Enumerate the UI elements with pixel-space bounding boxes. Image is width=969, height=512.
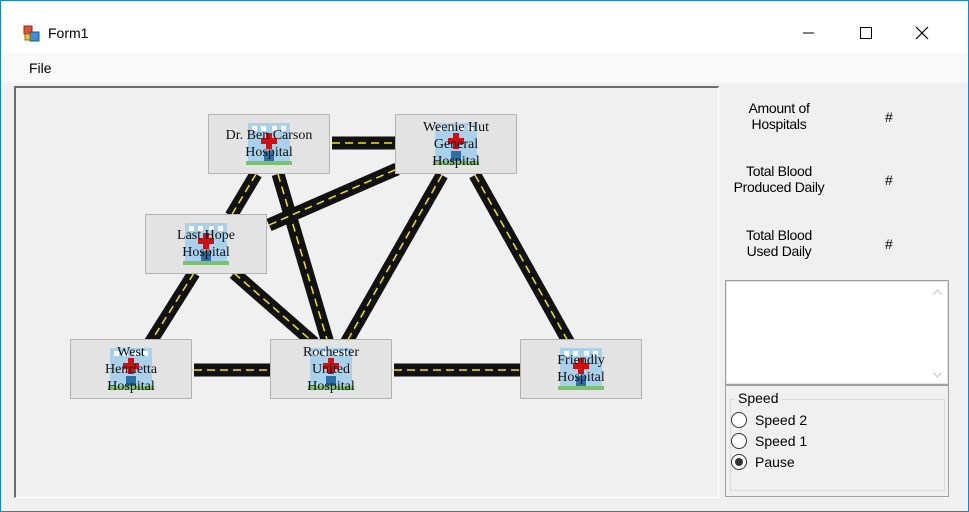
- radio-button-icon[interactable]: [731, 412, 747, 428]
- menu-bar: File: [1, 53, 968, 83]
- road-lasthope-weenie: [266, 163, 400, 231]
- log-textbox[interactable]: [725, 280, 949, 385]
- hospital-building-icon: [108, 348, 154, 390]
- hospital-dr-ben-carson[interactable]: Dr. Ben Carson Hospital: [208, 114, 330, 174]
- close-button[interactable]: [899, 13, 945, 53]
- road-network: [144, 136, 575, 377]
- scroll-up-button[interactable]: [929, 283, 946, 300]
- scroll-down-button[interactable]: [929, 366, 946, 383]
- hospital-building-icon: [308, 348, 354, 390]
- hospital-rochester-united[interactable]: Rochester United Hospital: [270, 339, 392, 399]
- road-lasthope-rochester: [229, 268, 319, 348]
- maximize-button[interactable]: [843, 13, 889, 53]
- chevron-down-icon: [933, 371, 942, 378]
- road-lasthope-westhenrietta: [144, 269, 200, 347]
- menu-file[interactable]: File: [29, 60, 52, 76]
- hospital-friendly[interactable]: Friendly Hospital: [520, 339, 642, 399]
- road-carson-lasthope: [225, 170, 262, 220]
- total-blood-produced-value: #: [885, 172, 893, 188]
- total-blood-produced-label: Total Blood Produced Daily: [733, 163, 825, 195]
- minimize-button[interactable]: [786, 13, 832, 53]
- speed-panel: [725, 385, 949, 497]
- radio-button-icon[interactable]: [731, 433, 747, 449]
- hospital-last-hope[interactable]: Last Hope Hospital: [145, 214, 267, 274]
- speed-groupbox-frame: [730, 399, 945, 491]
- hospital-name: Friendly Hospital: [557, 353, 605, 385]
- road-carson-rochester: [271, 172, 335, 345]
- window-title: Form1: [48, 25, 89, 41]
- hospital-name: Last Hope Hospital: [177, 228, 235, 260]
- hospital-building-icon: [183, 223, 229, 265]
- hospital-weenie-hut-general[interactable]: Weenie Hut General Hospital: [395, 114, 517, 174]
- amount-of-hospitals-label: Amount of Hospitals: [748, 100, 810, 132]
- title-bar: Form1: [1, 1, 968, 53]
- radio-speed-1[interactable]: Speed 1: [731, 432, 807, 450]
- radio-pause[interactable]: Pause: [731, 453, 795, 471]
- total-blood-used-value: #: [885, 236, 893, 252]
- hospital-west-henrietta[interactable]: West Henrietta Hospital: [70, 339, 192, 399]
- total-blood-used-label: Total Blood Used Daily: [746, 227, 812, 259]
- amount-of-hospitals-value: #: [885, 109, 893, 125]
- hospital-name: Rochester United Hospital: [303, 344, 359, 394]
- minimize-icon: [803, 32, 814, 34]
- radio-label: Pause: [755, 454, 795, 470]
- form-app-icon: [23, 25, 40, 42]
- speed-groupbox-title: Speed: [735, 390, 782, 406]
- hospital-name: Weenie Hut General Hospital: [422, 119, 490, 169]
- hospital-name: Dr. Ben Carson Hospital: [225, 128, 313, 160]
- hospital-name: West Henrietta Hospital: [104, 344, 158, 394]
- radio-speed-2[interactable]: Speed 2: [731, 411, 807, 429]
- hospital-building-icon: [558, 348, 604, 390]
- close-icon: [915, 26, 929, 40]
- maximize-icon: [860, 27, 872, 39]
- hospital-building-icon: [433, 123, 479, 165]
- log-scrollbar[interactable]: [929, 283, 946, 383]
- road-weenie-friendly: [469, 171, 575, 347]
- road-weenie-rochester: [340, 171, 448, 347]
- hospital-building-icon: [246, 123, 292, 165]
- hospital-map-panel: Dr. Ben Carson Hospital Weenie Hut Gener…: [14, 86, 719, 498]
- radio-label: Speed 2: [755, 412, 808, 428]
- chevron-up-icon: [933, 288, 942, 295]
- radio-label: Speed 1: [755, 433, 808, 449]
- radio-button-checked-icon[interactable]: [731, 454, 747, 470]
